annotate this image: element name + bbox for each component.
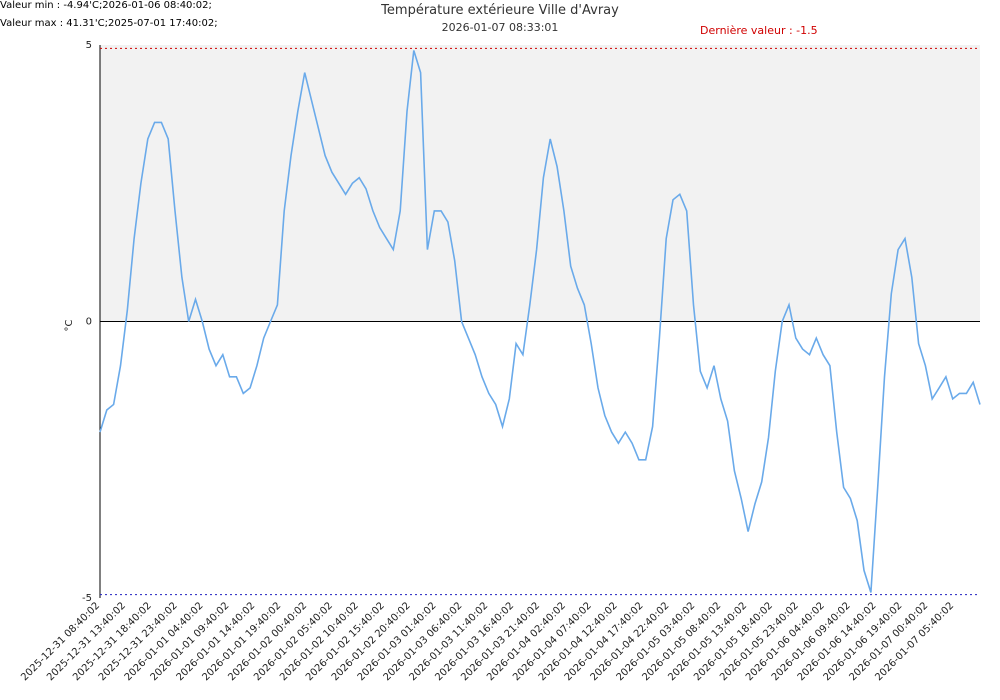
temperature-series-line <box>99 50 981 593</box>
chart-title: Température extérieure Ville d'Avray <box>381 3 619 18</box>
min-value-text: Valeur min : -4.94'C;2026-01-06 08:40:02… <box>0 0 212 11</box>
plot-area <box>100 45 980 322</box>
y-tick-label: 5 <box>86 40 92 51</box>
last-value-text: Dernière valeur : -1.5 <box>700 24 818 37</box>
y-axis-label: °C <box>64 319 75 331</box>
y-tick-label: 0 <box>86 317 92 328</box>
chart-timestamp: 2026-01-07 08:33:01 <box>441 21 559 34</box>
y-tick-label: -5 <box>82 593 92 604</box>
max-value-text: Valeur max : 41.31'C;2025-07-01 17:40:02… <box>0 18 218 29</box>
